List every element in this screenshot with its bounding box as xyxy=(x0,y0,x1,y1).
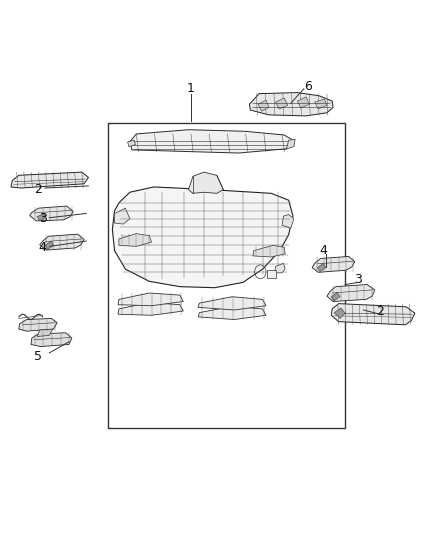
Polygon shape xyxy=(282,215,294,228)
Polygon shape xyxy=(331,304,415,325)
Polygon shape xyxy=(188,172,223,193)
Text: 4: 4 xyxy=(39,241,47,254)
Polygon shape xyxy=(11,172,88,188)
Polygon shape xyxy=(198,306,266,319)
Text: 3: 3 xyxy=(39,212,47,225)
Polygon shape xyxy=(250,93,333,116)
Polygon shape xyxy=(37,214,46,221)
Polygon shape xyxy=(119,233,152,246)
Text: 3: 3 xyxy=(354,273,362,286)
Polygon shape xyxy=(37,329,53,336)
Text: 2: 2 xyxy=(35,183,42,196)
Polygon shape xyxy=(275,263,285,273)
Polygon shape xyxy=(40,234,84,250)
Text: 1: 1 xyxy=(187,83,194,95)
Text: 5: 5 xyxy=(34,350,42,363)
Polygon shape xyxy=(297,97,310,108)
Polygon shape xyxy=(118,293,184,306)
Polygon shape xyxy=(31,333,72,346)
Text: 4: 4 xyxy=(319,244,327,257)
Polygon shape xyxy=(331,293,340,301)
Bar xyxy=(267,270,276,278)
Polygon shape xyxy=(327,285,375,302)
Polygon shape xyxy=(118,303,184,316)
Text: 2: 2 xyxy=(376,305,384,318)
Polygon shape xyxy=(334,308,345,318)
Polygon shape xyxy=(19,318,57,331)
Polygon shape xyxy=(115,208,130,224)
Polygon shape xyxy=(286,139,295,149)
Polygon shape xyxy=(127,140,135,147)
Polygon shape xyxy=(30,206,73,221)
Polygon shape xyxy=(253,245,285,257)
Polygon shape xyxy=(318,263,325,272)
Polygon shape xyxy=(276,98,288,109)
Bar xyxy=(108,123,345,428)
Polygon shape xyxy=(315,99,327,109)
Polygon shape xyxy=(312,256,355,272)
Polygon shape xyxy=(258,100,269,111)
Polygon shape xyxy=(198,297,266,310)
Polygon shape xyxy=(130,130,293,153)
Polygon shape xyxy=(113,187,293,288)
Text: 6: 6 xyxy=(304,80,312,93)
Polygon shape xyxy=(45,241,53,249)
